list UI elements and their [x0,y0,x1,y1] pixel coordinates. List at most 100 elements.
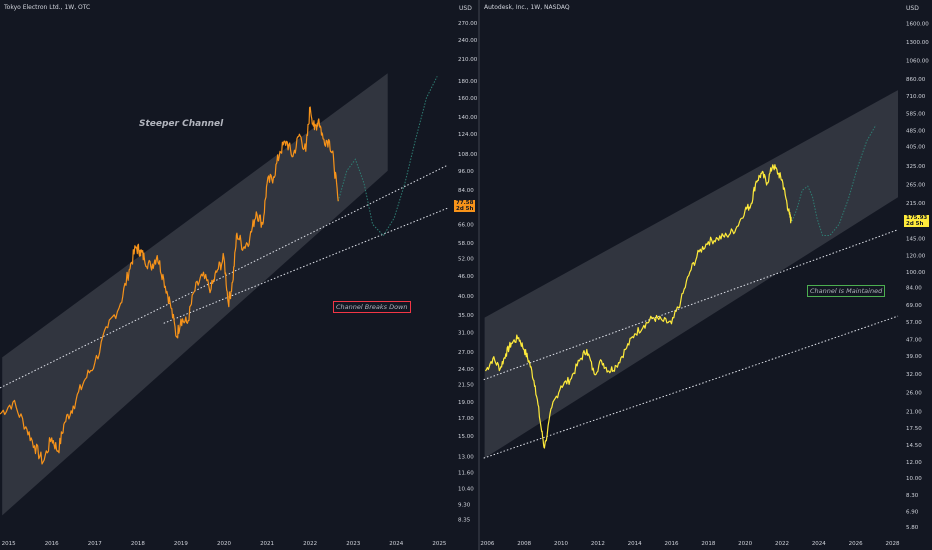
tokyo-electron-channel-band [2,73,388,516]
autodesk-y-tick-325.00: 325.00 [906,164,926,170]
tokyo-electron-x-tick-2024: 2024 [389,541,403,547]
autodesk-y-tick-215.00: 215.00 [906,201,926,207]
tokyo-electron-trendline-1 [163,207,449,324]
tokyo-electron-y-tick-19.00: 19.00 [458,400,474,406]
annotation-channel-breaks-down[interactable]: Channel Breaks Down [333,301,411,313]
autodesk-y-tick-1060.00: 1060.00 [906,58,929,64]
autodesk-x-tick-2020: 2020 [738,541,752,547]
autodesk-y-tick-585.00: 585.00 [906,112,926,118]
autodesk-x-tick-2024: 2024 [812,541,826,547]
chart-pane-autodesk[interactable]: 1600.00 1300.00 1060.00 860.00 710.00 585.00 4… [480,0,932,550]
autodesk-x-tick-2018: 2018 [701,541,715,547]
tokyo-electron-y-tick-13.00: 13.00 [458,454,474,460]
autodesk-y-tick-32.00: 32.00 [906,372,922,378]
tokyo-electron-y-tick-8.35: 8.35 [458,518,471,524]
autodesk-y-tick-21.00: 21.00 [906,410,922,416]
autodesk-chart-svg[interactable]: 1600.00 1300.00 1060.00 860.00 710.00 585.00 4… [480,0,932,550]
autodesk-y-tick-1300.00: 1300.00 [906,40,929,46]
autodesk-y-tick-710.00: 710.00 [906,94,926,100]
tokyo-electron-x-tick-2018: 2018 [131,541,145,547]
autodesk-countdown: 2d 5h [906,221,924,227]
autodesk-y-tick-6.90: 6.90 [906,509,919,515]
autodesk-y-tick-69.00: 69.00 [906,303,922,309]
tokyo-electron-y-tick-270.00: 270.00 [458,21,478,27]
autodesk-y-tick-1600.00: 1600.00 [906,21,929,27]
tokyo-electron-y-tick-21.50: 21.50 [458,383,474,389]
tokyo-electron-y-tick-240.00: 240.00 [458,38,478,44]
autodesk-x-tick-2014: 2014 [628,541,642,547]
tokyo-electron-y-tick-24.00: 24.00 [458,367,474,373]
tokyo-electron-y-tick-96.00: 96.00 [458,169,474,175]
chart-pane-tokyo-electron[interactable]: 270.00 240.00 210.00 180.00 160.00 140.00 124.… [0,0,478,550]
autodesk-last-price-badge: 175.93 2d 5h [904,215,930,227]
autodesk-y-tick-10.00: 10.00 [906,476,922,482]
autodesk-x-tick-2022: 2022 [775,541,789,547]
tokyo-electron-y-tick-15.00: 15.00 [458,434,474,440]
autodesk-y-tick-47.00: 47.00 [906,337,922,343]
tokyo-electron-y-tick-180.00: 180.00 [458,79,478,85]
tokyo-electron-x-tick-2019: 2019 [174,541,188,547]
tokyo-electron-y-tick-35.00: 35.00 [458,313,474,319]
tokyo-electron-x-tick-2016: 2016 [45,541,59,547]
tokyo-electron-y-tick-11.60: 11.60 [458,471,474,477]
tokyo-electron-y-tick-17.00: 17.00 [458,416,474,422]
tokyo-electron-last-price: 77.58 [456,200,474,206]
annotation-steeper-channel[interactable]: Steeper Channel [139,119,224,129]
tokyo-electron-chart-svg[interactable]: 270.00 240.00 210.00 180.00 160.00 140.00 124.… [0,0,478,550]
autodesk-y-tick-14.50: 14.50 [906,443,922,449]
tokyo-electron-axis-currency: USD [459,5,472,12]
tokyo-electron-trendline-0 [0,164,449,389]
tokyo-electron-y-tick-210.00: 210.00 [458,57,478,63]
autodesk-price-line [484,164,792,449]
tokyo-electron-y-tick-9.30: 9.30 [458,502,471,508]
tokyo-electron-y-tick-52.00: 52.00 [458,256,474,262]
autodesk-y-tick-12.00: 12.00 [906,460,922,466]
tokyo-electron-x-tick-2021: 2021 [260,541,274,547]
tokyo-electron-y-tick-27.00: 27.00 [458,350,474,356]
tokyo-electron-x-tick-2022: 2022 [303,541,317,547]
autodesk-y-tick-265.00: 265.00 [906,182,926,188]
autodesk-y-tick-5.80: 5.80 [906,525,919,531]
autodesk-x-tick-2028: 2028 [885,541,899,547]
tokyo-electron-last-price-badge: 77.58 2d 5h [454,200,476,212]
autodesk-axis-currency: USD [906,5,919,12]
autodesk-y-tick-84.00: 84.00 [906,285,922,291]
autodesk-y-tick-8.30: 8.30 [906,493,919,499]
autodesk-y-tick-145.00: 145.00 [906,237,926,243]
autodesk-y-tick-120.00: 120.00 [906,253,926,259]
autodesk-projection-path [791,124,877,236]
tokyo-electron-y-tick-40.00: 40.00 [458,294,474,300]
pane-divider[interactable] [478,0,480,550]
tokyo-electron-y-tick-31.00: 31.00 [458,330,474,336]
tokyo-electron-y-tick-46.00: 46.00 [458,274,474,280]
autodesk-y-tick-485.00: 485.00 [906,128,926,134]
autodesk-y-tick-39.00: 39.00 [906,354,922,360]
tokyo-electron-y-tick-124.00: 124.00 [458,132,478,138]
tokyo-electron-y-tick-58.00: 58.00 [458,241,474,247]
autodesk-last-price: 175.93 [906,215,928,221]
tokyo-electron-y-tick-140.00: 140.00 [458,115,478,121]
tokyo-electron-x-tick-2025: 2025 [432,541,446,547]
autodesk-y-tick-100.00: 100.00 [906,270,926,276]
autodesk-symbol-title[interactable]: Autodesk, Inc., 1W, NASDAQ [484,4,570,11]
autodesk-x-tick-2008: 2008 [517,541,531,547]
tokyo-electron-x-tick-2015: 2015 [2,541,16,547]
tokyo-electron-y-tick-84.00: 84.00 [458,188,474,194]
autodesk-x-tick-2006: 2006 [480,541,494,547]
autodesk-trendline-1 [483,315,899,459]
tokyo-electron-y-tick-10.40: 10.40 [458,486,474,492]
autodesk-y-tick-26.00: 26.00 [906,391,922,397]
annotation-channel-is-maintained[interactable]: Channel Is Maintained [807,285,886,297]
tokyo-electron-symbol-title[interactable]: Tokyo Electron Ltd., 1W, OTC [4,4,91,11]
tokyo-electron-x-tick-2017: 2017 [88,541,102,547]
tokyo-electron-y-tick-66.00: 66.00 [458,222,474,228]
autodesk-y-tick-57.00: 57.00 [906,320,922,326]
autodesk-y-tick-860.00: 860.00 [906,77,926,83]
autodesk-x-tick-2010: 2010 [554,541,568,547]
tokyo-electron-countdown: 2d 5h [456,206,474,212]
autodesk-x-tick-2016: 2016 [665,541,679,547]
autodesk-x-tick-2012: 2012 [591,541,605,547]
autodesk-channel-band [484,90,898,459]
tokyo-electron-x-tick-2023: 2023 [346,541,360,547]
tokyo-electron-y-tick-160.00: 160.00 [458,96,478,102]
